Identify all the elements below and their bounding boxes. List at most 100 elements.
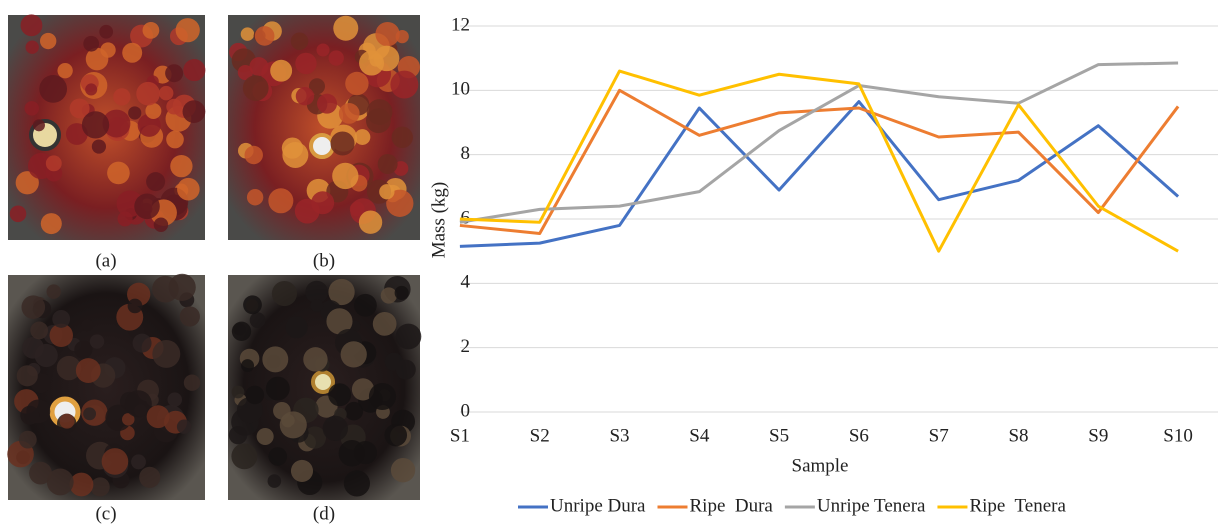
fruit <box>231 443 258 470</box>
fruit <box>231 385 245 399</box>
fruit <box>395 359 416 380</box>
legend-label: Unripe Dura <box>550 495 646 516</box>
x-tick-label: S9 <box>1088 425 1108 446</box>
fruit <box>262 346 289 373</box>
fruit <box>228 425 248 445</box>
fruit <box>246 189 264 206</box>
x-tick-label: S6 <box>849 425 869 446</box>
fruit <box>121 413 135 426</box>
fruit <box>69 98 90 119</box>
fruit <box>16 365 38 387</box>
fruit <box>176 419 192 434</box>
fruit <box>107 161 130 185</box>
x-tick-label: S2 <box>530 425 550 446</box>
fruit <box>40 213 62 235</box>
x-axis-label: Sample <box>792 455 849 476</box>
fruit <box>89 334 105 349</box>
fruit <box>49 323 74 348</box>
fruit <box>74 340 93 359</box>
fruit <box>344 401 364 421</box>
fruit <box>20 14 43 37</box>
fruit <box>83 35 100 52</box>
fruit <box>245 385 265 405</box>
fruit <box>165 64 184 83</box>
photos <box>7 14 422 500</box>
fruit <box>386 189 414 217</box>
fruit <box>146 405 170 429</box>
fruit <box>345 71 369 96</box>
fruit <box>117 211 133 227</box>
y-tick-label: 8 <box>461 143 471 164</box>
fruit <box>24 101 39 116</box>
fruit <box>242 75 269 101</box>
fruit <box>182 100 206 124</box>
y-tick-label: 10 <box>451 79 470 100</box>
fruit <box>142 21 160 39</box>
fruit <box>326 308 353 335</box>
fruit <box>85 83 98 96</box>
fruit <box>265 376 290 401</box>
fruit <box>394 285 409 300</box>
fruit <box>377 154 398 175</box>
fruit <box>243 295 262 315</box>
fruit <box>57 62 73 79</box>
fruit <box>244 145 263 165</box>
fruit <box>332 162 359 190</box>
fruit <box>303 426 327 449</box>
fruit <box>170 154 193 178</box>
fruit <box>158 85 174 101</box>
fruit <box>29 461 52 485</box>
fruit <box>20 405 40 425</box>
fruit <box>32 119 45 132</box>
fruit <box>34 343 58 368</box>
y-tick-label: 12 <box>451 14 470 35</box>
fruit <box>351 378 375 401</box>
fruit <box>285 316 308 339</box>
fruit <box>333 15 359 41</box>
fruit <box>166 130 184 149</box>
fruit <box>9 205 27 223</box>
fruit <box>175 18 200 43</box>
fruit <box>317 93 338 114</box>
fruit <box>39 75 68 103</box>
fruit <box>81 319 94 332</box>
fruit <box>330 131 355 156</box>
fruit <box>128 106 142 120</box>
fruit <box>15 171 39 195</box>
photo-label: (c) <box>95 503 116 524</box>
photo-label: (b) <box>313 250 335 271</box>
fruit <box>83 407 97 421</box>
y-tick-label: 2 <box>461 336 471 357</box>
fruit <box>75 358 101 383</box>
fruit <box>249 57 269 77</box>
x-tick-label: S10 <box>1163 425 1193 446</box>
y-tick-label: 0 <box>461 400 471 421</box>
fruit <box>267 474 282 488</box>
fruit <box>358 210 383 234</box>
x-tick-label: S3 <box>609 425 629 446</box>
fruit <box>295 52 317 75</box>
fruit <box>139 466 161 488</box>
fruit <box>25 40 39 54</box>
fruit <box>153 217 169 232</box>
fruit <box>303 347 328 372</box>
fruit <box>322 415 348 442</box>
fruit <box>316 43 330 57</box>
fruit <box>166 98 183 115</box>
fruit <box>268 188 294 214</box>
fruit <box>240 27 255 41</box>
fruit <box>256 427 274 446</box>
fruit <box>59 413 75 429</box>
fruit <box>282 141 309 168</box>
fruit <box>152 339 181 368</box>
x-tick-label: S4 <box>689 425 710 446</box>
fruit <box>183 59 206 82</box>
fruit <box>384 423 408 447</box>
fruit-cut <box>311 370 335 394</box>
fruit <box>390 457 416 483</box>
fruit <box>69 472 94 497</box>
fruit <box>40 32 57 50</box>
fruit <box>18 430 37 449</box>
fruit <box>145 103 162 120</box>
